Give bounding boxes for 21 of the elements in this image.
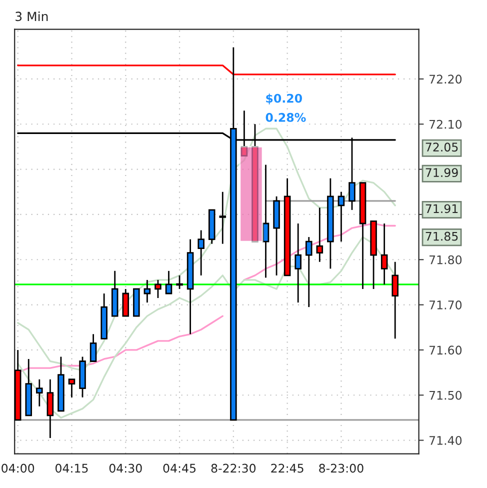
- x-tick-label: 04:45: [163, 464, 196, 473]
- x-tick-label: 8-22:30: [211, 464, 256, 473]
- y-tick-label: 71.50: [430, 390, 462, 400]
- chart-title: 3 Min: [16, 11, 48, 22]
- text: 71.99: [426, 168, 458, 178]
- x-tick-label: 8-23:00: [319, 464, 364, 473]
- text: 72.05: [426, 142, 458, 152]
- x-tick-label: 04:00: [2, 464, 34, 473]
- y-tick-label: 71.70: [430, 300, 462, 310]
- y-tick-label: 72.10: [430, 120, 462, 129]
- y-tick-label: 71.60: [430, 346, 462, 355]
- annotation: $0.20: [266, 94, 302, 104]
- y-tick-label: 72.20: [430, 74, 462, 84]
- x-tick-label: 04:15: [56, 464, 88, 473]
- y-tick-label: 71.80: [430, 255, 462, 264]
- annotation: 0.28%: [266, 112, 306, 122]
- x-tick-label: 22:45: [271, 464, 304, 473]
- text: 71.85: [426, 232, 458, 241]
- text: 71.91: [426, 204, 458, 214]
- y-tick-label: 71.40: [430, 436, 462, 445]
- x-tick-label: 04:30: [109, 464, 142, 473]
